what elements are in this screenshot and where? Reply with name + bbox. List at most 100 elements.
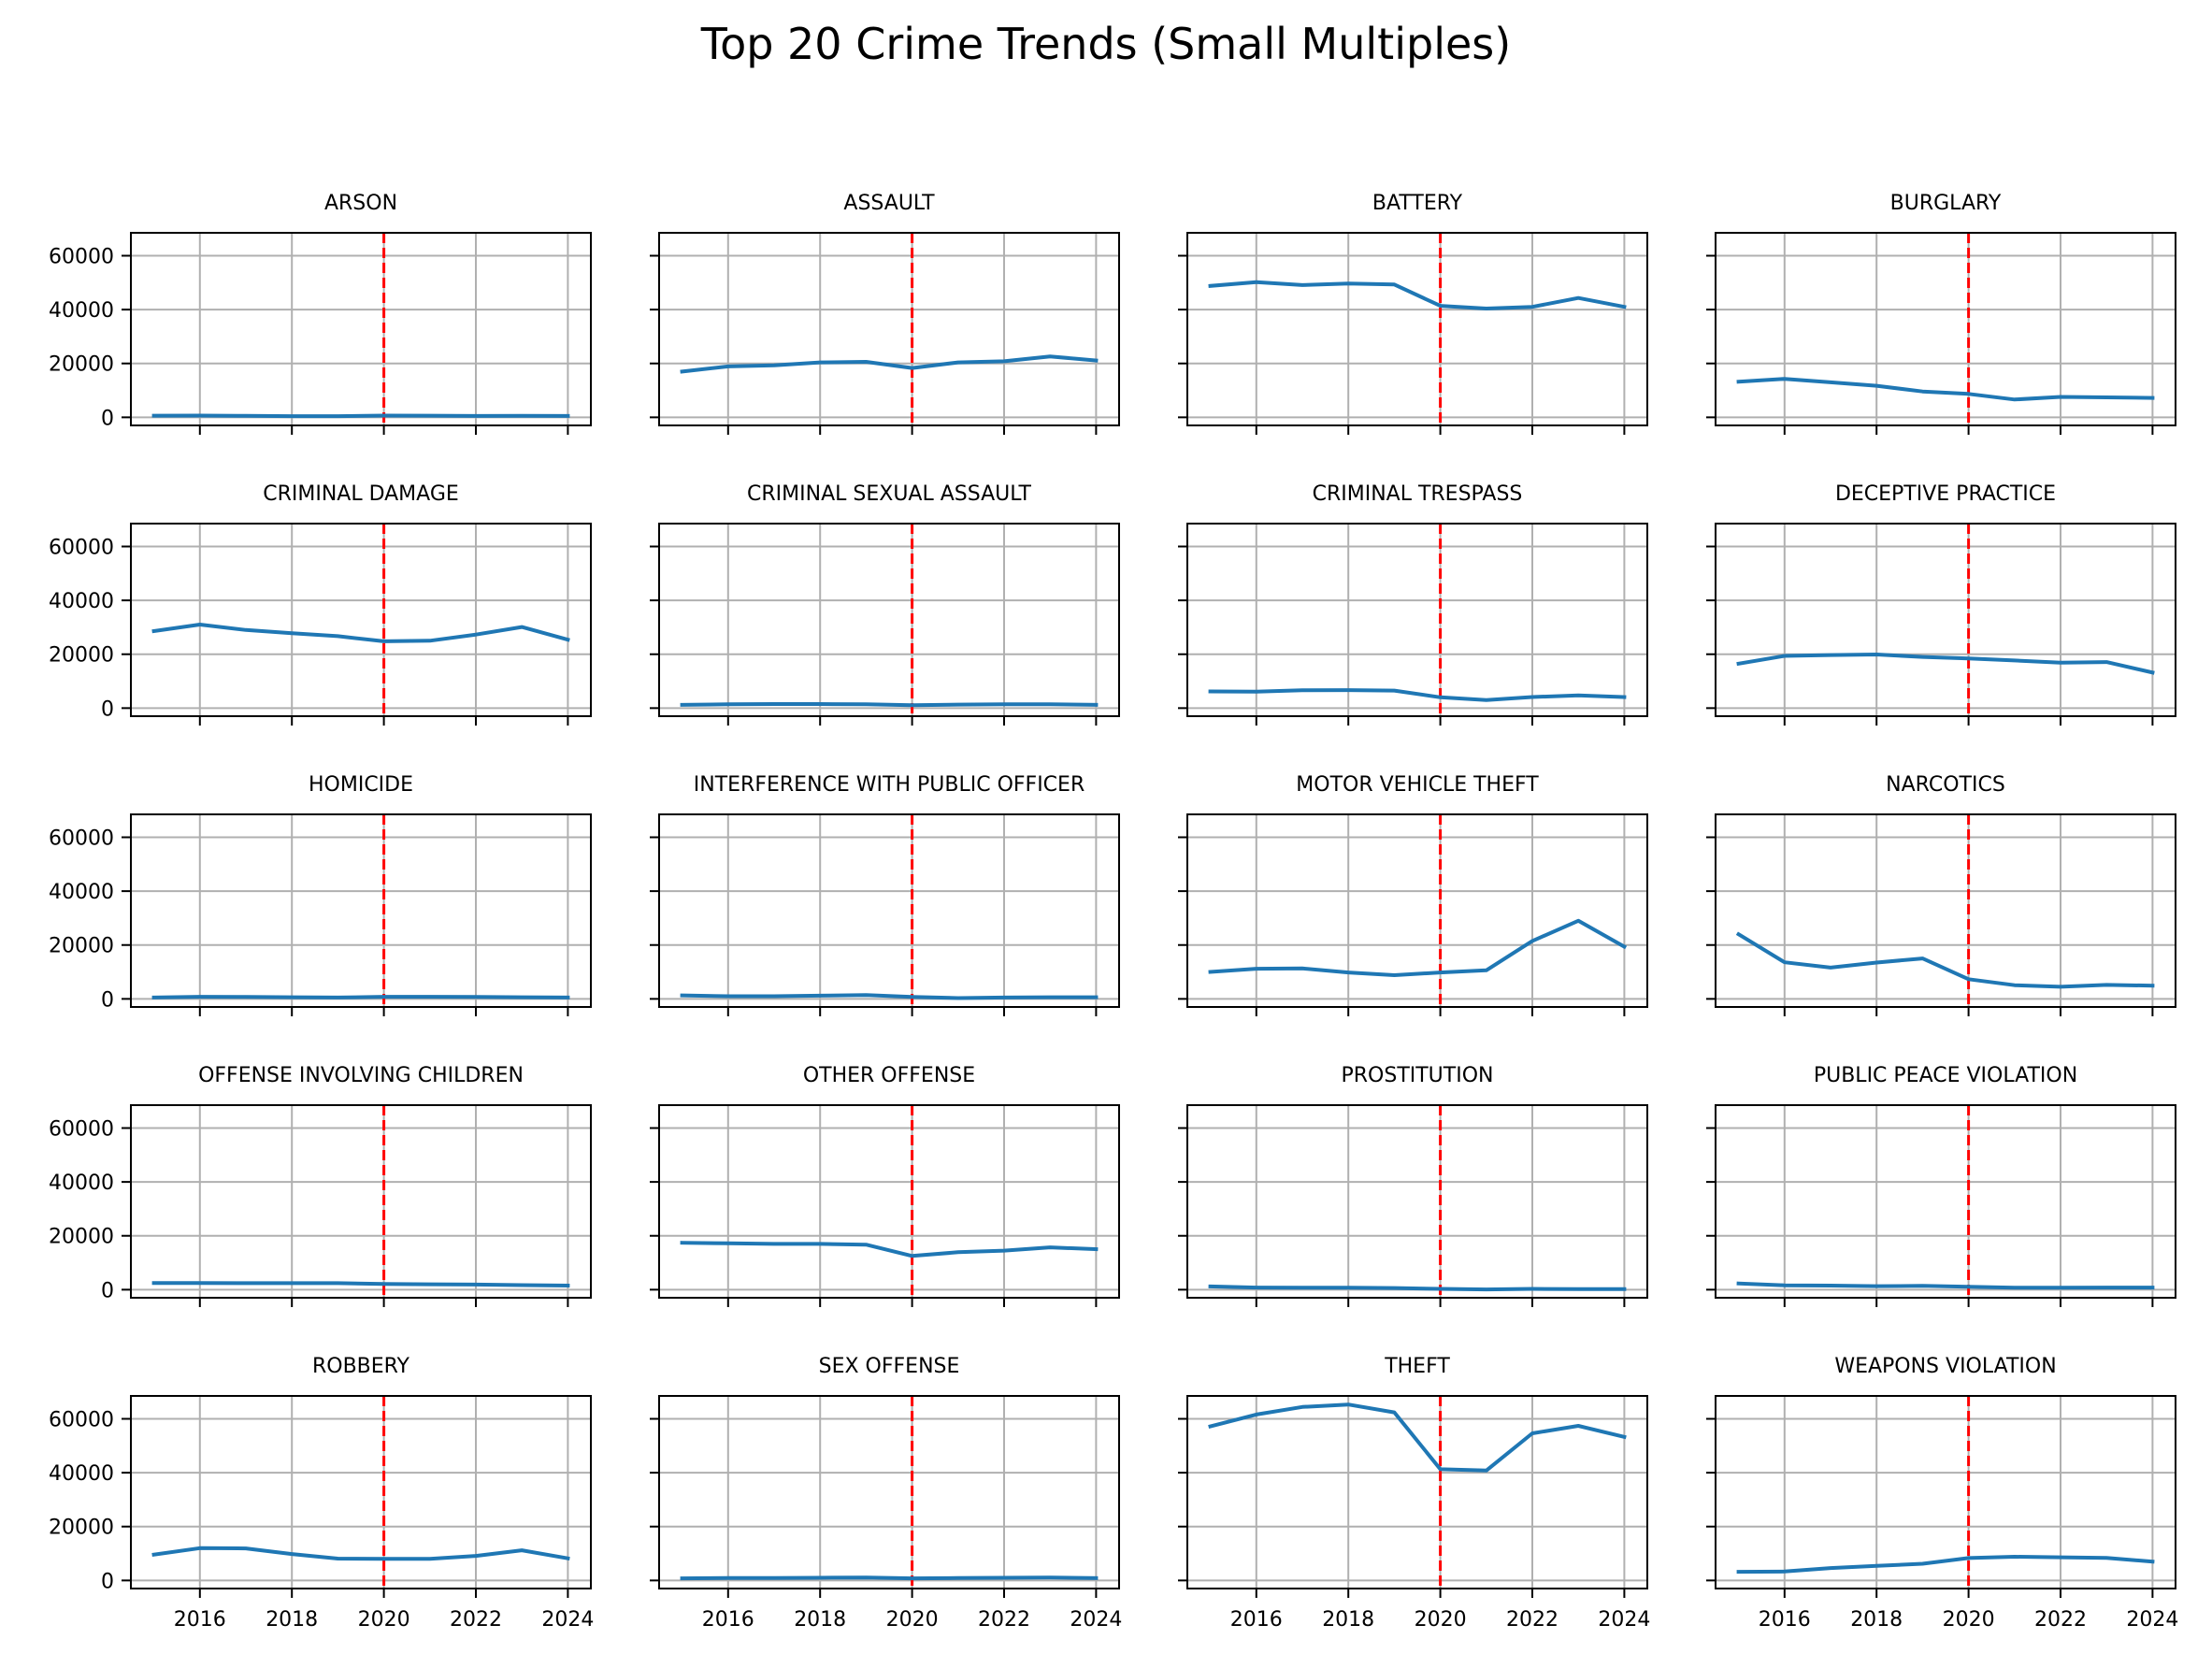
panels-group: 0 20000 40000 60000 ARSON ASSAULT BATTERY BURGL…	[49, 192, 2178, 1632]
panel-title: HOMICIDE	[309, 773, 413, 797]
panel-motor-vehicle-theft: MOTOR VEHICLE THEFT	[1178, 773, 1648, 1016]
panel-assault: ASSAULT	[650, 192, 1120, 435]
panel-criminal-trespass: CRIMINAL TRESPASS	[1178, 482, 1648, 726]
y-tick-label: 60000	[49, 245, 114, 268]
axes-frame	[658, 1395, 1120, 1589]
panel-title: PUBLIC PEACE VIOLATION	[1814, 1064, 2077, 1087]
panel-criminal-damage: 0 20000 40000 60000 CRIMINAL DAMAGE	[49, 482, 592, 726]
panel-weapons-violation: 2016 2018 2020 2022 2024 WEAPONS VIOLATION	[1706, 1355, 2178, 1632]
x-tick-label: 2022	[978, 1608, 1030, 1632]
panel-title: MOTOR VEHICLE THEFT	[1296, 773, 1539, 797]
y-tick-label: 40000	[49, 1462, 114, 1486]
x-tick-label: 2024	[1070, 1608, 1122, 1632]
panel-homicide: 0 20000 40000 60000 HOMICIDE	[49, 773, 592, 1016]
panel-title: WEAPONS VIOLATION	[1834, 1355, 2056, 1378]
y-tick-label: 0	[101, 1279, 114, 1302]
panel-theft: 2016 2018 2020 2022 2024 THEFT	[1178, 1355, 1650, 1632]
series-line-theft	[1208, 1402, 1627, 1473]
series-line-other-offense	[680, 1241, 1099, 1258]
panel-other-offense: OTHER OFFENSE	[650, 1064, 1120, 1307]
x-tick-label: 2022	[450, 1608, 502, 1632]
panel-robbery: 2016 2018 2020 2022 2024 0 20000 40000 60000 ROBB…	[49, 1355, 594, 1632]
series-line-robbery	[151, 1546, 570, 1561]
panel-title: PROSTITUTION	[1341, 1064, 1493, 1087]
series-line-prostitution	[1208, 1284, 1627, 1292]
y-tick-label: 40000	[49, 299, 114, 323]
axes-frame	[1715, 813, 2176, 1008]
panel-title: INTERFERENCE WITH PUBLIC OFFICER	[694, 773, 1084, 797]
series-line-assault	[680, 354, 1099, 374]
panel-title: CRIMINAL DAMAGE	[263, 482, 459, 506]
axes-frame	[1715, 232, 2176, 426]
series-line-criminal-trespass	[1208, 688, 1627, 702]
y-tick-label: 20000	[49, 1517, 114, 1540]
series-line-deceptive-practice	[1736, 653, 2155, 675]
panel-title: SEX OFFENSE	[819, 1355, 960, 1378]
x-tick-label: 2020	[358, 1608, 410, 1632]
axes-frame	[130, 1104, 592, 1299]
panel-title: ARSON	[324, 192, 397, 215]
axes-frame	[1186, 813, 1648, 1008]
series-line-arson	[151, 413, 570, 419]
y-tick-label: 0	[101, 988, 114, 1012]
x-tick-label: 2016	[1759, 1608, 1811, 1632]
panel-sex-offense: 2016 2018 2020 2022 2024 SEX OFFENSE	[650, 1355, 1122, 1632]
series-line-battery	[1208, 280, 1627, 310]
y-tick-label: 20000	[49, 644, 114, 668]
y-tick-label: 60000	[49, 1117, 114, 1141]
y-tick-label: 20000	[49, 935, 114, 958]
y-tick-label: 60000	[49, 536, 114, 559]
x-tick-label: 2020	[1943, 1608, 1995, 1632]
x-tick-label: 2018	[266, 1608, 318, 1632]
axes-frame	[1715, 1104, 2176, 1299]
panel-title: THEFT	[1384, 1355, 1450, 1378]
series-line-weapons-violation	[1736, 1555, 2155, 1575]
axes-frame	[658, 232, 1120, 426]
y-tick-label: 20000	[49, 353, 114, 377]
series-line-public-peace-violation	[1736, 1281, 2155, 1290]
series-line-homicide	[151, 995, 570, 999]
x-tick-label: 2024	[1598, 1608, 1650, 1632]
panel-title: ROBBERY	[312, 1355, 410, 1378]
x-tick-label: 2018	[794, 1608, 846, 1632]
x-tick-label: 2016	[174, 1608, 226, 1632]
axes-frame	[130, 232, 592, 426]
x-tick-label: 2024	[541, 1608, 594, 1632]
axes-frame	[130, 813, 592, 1008]
x-tick-label: 2022	[1506, 1608, 1558, 1632]
series-line-criminal-sexual-assault	[680, 702, 1099, 708]
x-tick-label: 2016	[702, 1608, 754, 1632]
axes-frame	[1186, 1395, 1648, 1589]
series-line-offense-involving-children	[151, 1281, 570, 1288]
panel-interference-with-public-officer: INTERFERENCE WITH PUBLIC OFFICER	[650, 773, 1120, 1016]
y-tick-label: 60000	[49, 827, 114, 850]
series-line-sex-offense	[680, 1575, 1099, 1581]
panel-title: CRIMINAL TRESPASS	[1313, 482, 1523, 506]
series-line-burglary	[1736, 377, 2155, 402]
x-tick-label: 2018	[1322, 1608, 1374, 1632]
panel-criminal-sexual-assault: CRIMINAL SEXUAL ASSAULT	[650, 482, 1120, 726]
chart-title: Top 20 Crime Trends (Small Multiples)	[700, 19, 1511, 69]
x-tick-label: 2024	[2126, 1608, 2178, 1632]
x-tick-label: 2020	[886, 1608, 939, 1632]
axes-frame	[1186, 523, 1648, 717]
axes-frame	[130, 523, 592, 717]
panel-public-peace-violation: PUBLIC PEACE VIOLATION	[1706, 1064, 2176, 1307]
axes-frame	[1715, 523, 2176, 717]
y-tick-label: 40000	[49, 1172, 114, 1195]
panel-prostitution: PROSTITUTION	[1178, 1064, 1648, 1307]
y-tick-label: 40000	[49, 881, 114, 904]
y-tick-label: 40000	[49, 590, 114, 613]
panel-arson: 0 20000 40000 60000 ARSON	[49, 192, 592, 435]
panel-narcotics: NARCOTICS	[1706, 773, 2176, 1016]
series-line-motor-vehicle-theft	[1208, 918, 1628, 977]
axes-frame	[130, 1395, 592, 1589]
panel-title: BATTERY	[1372, 192, 1463, 215]
axes-frame	[658, 813, 1120, 1008]
series-line-interference-with-public-officer	[680, 993, 1099, 1000]
axes-frame	[1186, 232, 1648, 426]
axes-frame	[1186, 1104, 1648, 1299]
x-tick-label: 2018	[1850, 1608, 1903, 1632]
panel-battery: BATTERY	[1178, 192, 1648, 435]
